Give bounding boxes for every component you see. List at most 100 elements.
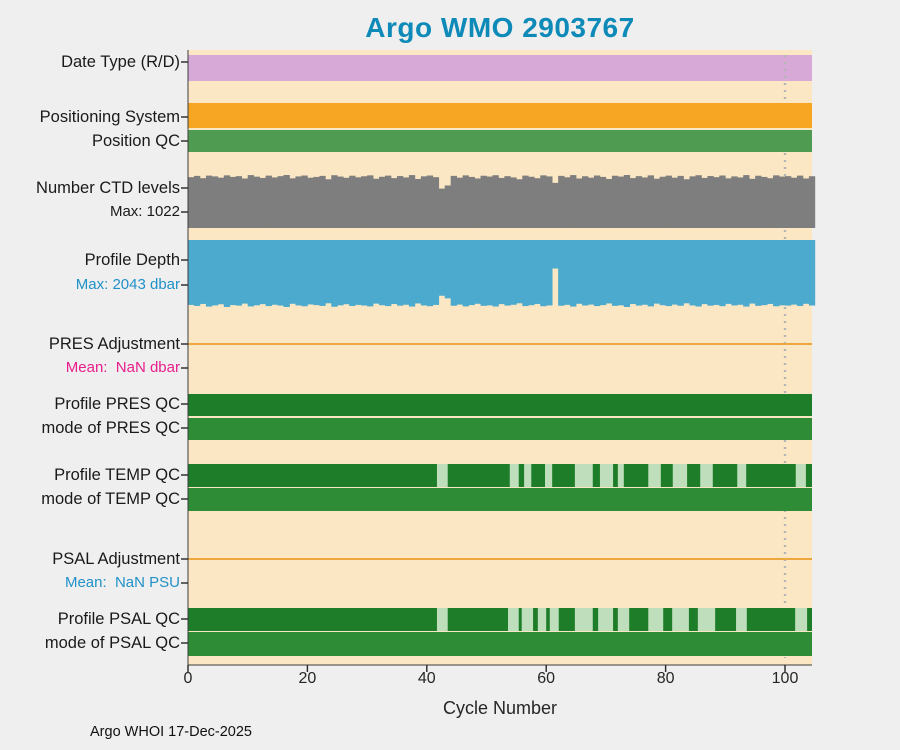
bar-profile_temp_qc-pale-3 [545, 464, 553, 487]
bar-ctd_levels-cycle-64 [570, 175, 577, 228]
bar-profile_depth-cycle-17 [289, 240, 296, 304]
bar-ctd_levels-cycle-67 [587, 177, 595, 228]
bar-profile_depth-cycle-74 [629, 240, 637, 305]
bar-ctd_levels-cycle-4 [211, 176, 219, 228]
bar-profile_depth-cycle-69 [599, 240, 607, 306]
bar-ctd_levels-cycle-78 [653, 178, 660, 228]
row-label-ctd_levels: Number CTD levels [36, 179, 180, 197]
bar-profile_psal_qc-pale-4 [549, 608, 559, 631]
bar-ctd_levels-cycle-69 [599, 176, 607, 228]
footer-credit: Argo WHOI 17-Dec-2025 [90, 724, 252, 740]
x-tick-label-20: 20 [298, 670, 317, 687]
bar-ctd_levels-cycle-50 [486, 176, 493, 228]
bar-ctd_levels-cycle-54 [510, 177, 517, 228]
bar-profile_depth-cycle-26 [343, 240, 350, 305]
bar-ctd_levels-cycle-32 [379, 176, 386, 228]
bar-profile_depth-cycle-5 [217, 240, 225, 305]
bar-profile_psal_qc-pale-8 [648, 608, 664, 631]
bar-ctd_levels-cycle-100 [785, 176, 792, 228]
bar-ctd_levels-cycle-29 [361, 176, 368, 228]
bar-ctd_levels-cycle-19 [301, 175, 308, 228]
bar-profile_depth-cycle-93 [743, 240, 750, 307]
bar-profile_depth-cycle-12 [259, 240, 266, 305]
bar-ctd_levels-cycle-2 [199, 178, 207, 228]
bar-profile_depth-cycle-30 [367, 240, 374, 307]
bar-ctd_levels-cycle-60 [546, 176, 553, 228]
bar-profile_temp_qc-pale-2 [524, 464, 532, 487]
bar-profile_depth-cycle-46 [462, 240, 469, 307]
bar-ctd_levels-cycle-13 [265, 175, 272, 228]
bar-ctd_levels-cycle-3 [205, 175, 213, 228]
bar-profile_depth-cycle-39 [420, 240, 428, 306]
bar-ctd_levels-cycle-94 [749, 178, 756, 228]
bar-profile_depth-cycle-76 [641, 240, 649, 305]
bar-position_qc [188, 130, 812, 152]
bar-ctd_levels-cycle-91 [731, 176, 738, 228]
bar-ctd_levels-cycle-86 [701, 177, 708, 228]
bar-ctd_levels-cycle-82 [677, 175, 684, 228]
bar-ctd_levels-cycle-8 [235, 176, 243, 228]
bar-profile_depth-cycle-60 [546, 240, 553, 306]
bar-profile_psal_qc-pale-5 [574, 608, 593, 631]
bar-profile_depth-cycle-29 [361, 240, 368, 306]
bar-profile_depth-cycle-42 [438, 240, 446, 296]
bar-ctd_levels-cycle-33 [385, 175, 392, 228]
bar-profile_depth-cycle-36 [402, 240, 410, 305]
bar-profile_depth-cycle-62 [558, 240, 565, 306]
bar-profile_depth-cycle-84 [689, 240, 696, 306]
bar-profile_temp_qc-pale-10 [737, 464, 747, 487]
bar-ctd_levels-cycle-59 [540, 175, 547, 228]
bar-mode_temp_qc [188, 488, 812, 511]
bar-profile_depth-cycle-79 [659, 240, 666, 306]
bar-profile_temp_qc-pale-4 [574, 464, 593, 487]
x-tick-label-100: 100 [771, 670, 799, 687]
bar-ctd_levels-cycle-35 [396, 176, 404, 228]
chart-title: Argo WMO 2903767 [365, 12, 635, 43]
bar-ctd_levels-cycle-97 [767, 178, 774, 228]
bar-ctd_levels-cycle-51 [492, 175, 499, 228]
bar-profile_temp_qc-pale-1 [509, 464, 519, 487]
bar-profile_depth-cycle-6 [223, 240, 231, 307]
bar-ctd_levels-cycle-88 [713, 177, 720, 228]
bar-ctd_levels-cycle-70 [605, 178, 613, 228]
bar-profile_depth-cycle-0 [188, 240, 195, 305]
bar-ctd_levels-cycle-56 [522, 175, 529, 228]
row-label-positioning_system: Positioning System [39, 108, 180, 126]
bar-profile_depth-cycle-19 [301, 240, 308, 307]
bar-ctd_levels-cycle-95 [755, 175, 762, 228]
bar-ctd_levels-cycle-42 [438, 188, 446, 228]
bar-profile_depth-cycle-89 [719, 240, 726, 307]
bar-ctd_levels-cycle-46 [462, 175, 469, 228]
bar-profile_depth-cycle-37 [408, 240, 416, 307]
bar-ctd_levels-cycle-41 [432, 177, 440, 228]
bar-ctd_levels-cycle-104 [808, 176, 816, 228]
bar-profile_depth-cycle-52 [498, 240, 505, 305]
bar-profile_temp_qc-pale-6 [617, 464, 624, 487]
bar-profile_depth-cycle-7 [229, 240, 237, 306]
bar-profile_psal_qc-pale-9 [672, 608, 689, 631]
bar-profile_depth-cycle-70 [605, 240, 613, 304]
bar-profile_depth-cycle-91 [731, 240, 738, 306]
row-label-mode_pres_qc: mode of PRES QC [41, 419, 180, 437]
row-label-pres_adjustment: PRES Adjustment [48, 335, 180, 353]
bar-profile_depth-cycle-77 [647, 240, 655, 307]
bar-ctd_levels-cycle-10 [247, 175, 255, 228]
bar-profile_depth-cycle-1 [193, 240, 201, 306]
line-pres_adjustment [188, 343, 812, 345]
row-label-date_type: Date Type (R/D) [61, 53, 180, 71]
bar-ctd_levels-cycle-53 [504, 176, 511, 228]
bar-profile_depth-cycle-54 [510, 240, 517, 305]
row-label-profile_psal_qc: Profile PSAL QC [57, 610, 180, 628]
bar-ctd_levels-cycle-11 [253, 176, 260, 228]
bar-ctd_levels-cycle-84 [689, 176, 696, 228]
bar-profile_depth-cycle-13 [265, 240, 272, 307]
bar-profile_depth-cycle-88 [713, 240, 720, 305]
bar-profile_depth-cycle-48 [474, 240, 481, 304]
row-label-profile_temp_qc: Profile TEMP QC [54, 466, 180, 484]
bar-ctd_levels-cycle-79 [659, 176, 666, 228]
bar-profile_depth-cycle-90 [725, 240, 732, 304]
bar-ctd_levels-cycle-62 [558, 175, 565, 228]
bar-ctd_levels-cycle-87 [707, 176, 714, 228]
bar-ctd_levels-cycle-96 [761, 176, 768, 228]
bar-ctd_levels-cycle-44 [450, 175, 457, 228]
